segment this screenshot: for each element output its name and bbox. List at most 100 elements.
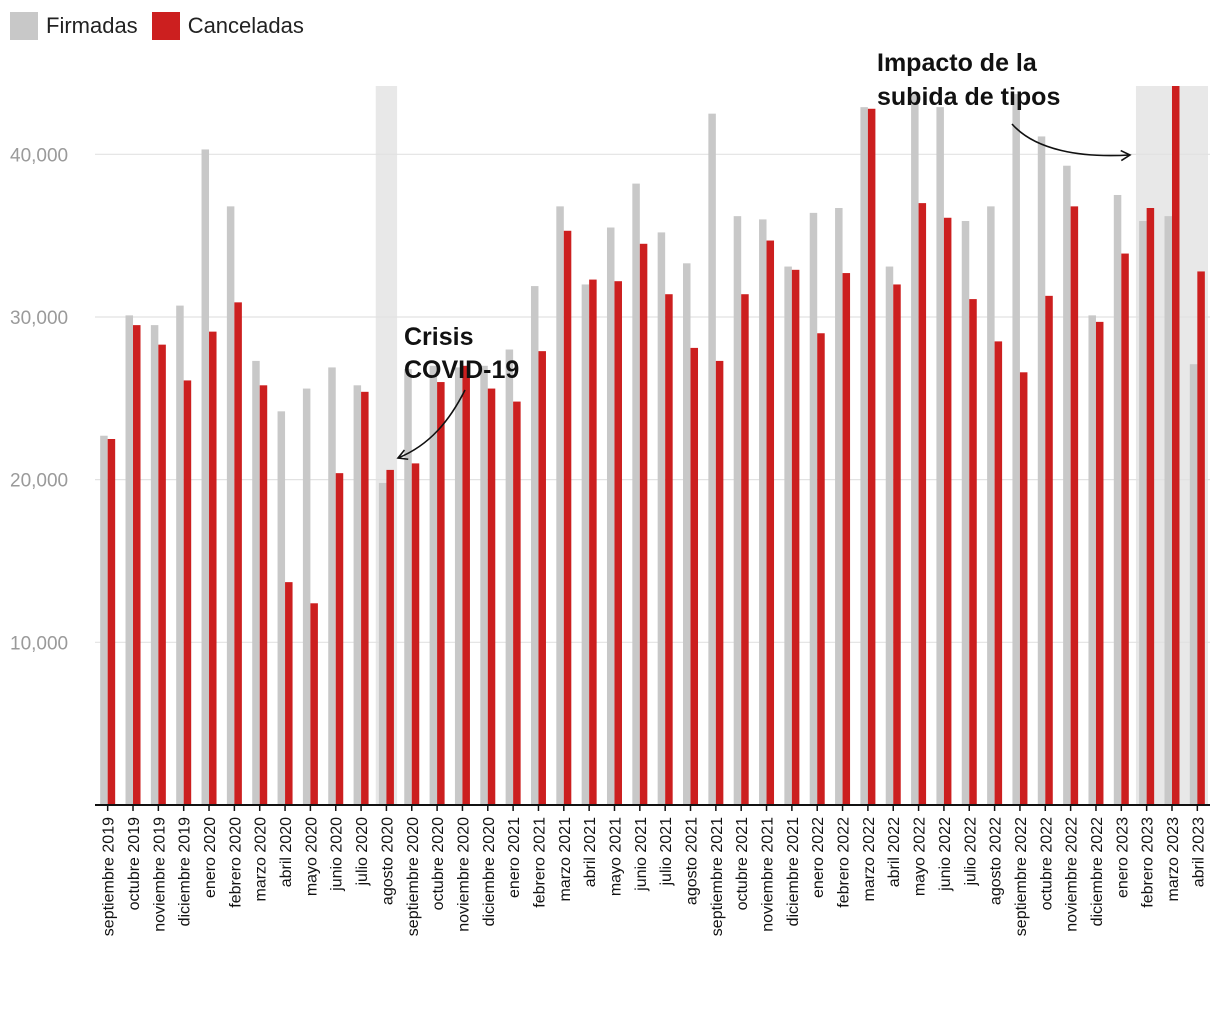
bar-firmadas-octubre-2020: [429, 365, 438, 805]
bar-firmadas-mayo-2022: [911, 94, 919, 805]
x-tick-label-octubre-2022: octubre 2022: [1038, 817, 1055, 911]
annotation-covid-line-1: Crisis: [404, 323, 473, 351]
bar-canceladas-julio-2022: [969, 299, 977, 805]
x-tick-label-diciembre-2021: diciembre 2021: [785, 817, 802, 927]
bar-canceladas-agosto-2020: [386, 469, 394, 805]
bar-firmadas-julio-2021: [657, 232, 666, 805]
bar-canceladas-diciembre-2019: [183, 380, 192, 805]
y-tick-label-20000: 20,000: [10, 471, 68, 492]
bar-canceladas-diciembre-2022: [1095, 321, 1104, 805]
x-tick-label-septiembre-2019: septiembre 2019: [101, 817, 118, 936]
bar-canceladas-febrero-2021: [538, 351, 546, 805]
bar-canceladas-marzo-2021: [563, 230, 572, 806]
bar-firmadas-marzo-2020: [252, 360, 260, 805]
annotation-covid-arrow: [396, 389, 466, 461]
bars: [100, 86, 1205, 806]
bar-firmadas-febrero-2023: [1139, 221, 1147, 805]
bar-firmadas-noviembre-2021: [759, 219, 767, 805]
bar-firmadas-julio-2020: [353, 385, 362, 805]
bar-canceladas-junio-2020: [335, 473, 344, 805]
x-tick-label-diciembre-2022: diciembre 2022: [1089, 817, 1106, 927]
x-tick-label-febrero-2022: febrero 2022: [836, 817, 853, 908]
bar-firmadas-enero-2022: [809, 212, 818, 806]
x-tick-label-octubre-2019: octubre 2019: [126, 817, 143, 911]
x-tick-label-febrero-2023: febrero 2023: [1140, 817, 1157, 908]
bar-firmadas-abril-2021: [581, 284, 590, 805]
x-tick-label-julio-2022: julio 2022: [962, 817, 979, 887]
legend-label-firmadas: Firmadas: [46, 13, 138, 38]
bar-firmadas-agosto-2021: [683, 263, 691, 806]
x-tick-label-septiembre-2021: septiembre 2021: [709, 817, 726, 936]
x-tick-label-marzo-2022: marzo 2022: [861, 817, 878, 902]
bar-canceladas-febrero-2023: [1146, 208, 1155, 805]
bar-canceladas-febrero-2020: [234, 302, 242, 805]
x-tick-label-mayo-2021: mayo 2021: [607, 817, 624, 896]
x-tick-label-abril-2021: abril 2021: [582, 817, 599, 887]
bar-canceladas-enero-2022: [817, 333, 825, 805]
bar-firmadas-septiembre-2022: [1012, 94, 1020, 805]
x-tick-label-diciembre-2019: diciembre 2019: [177, 817, 194, 927]
x-tick-label-agosto-2022: agosto 2022: [988, 817, 1005, 905]
x-tick-label-mayo-2022: mayo 2022: [912, 817, 929, 896]
bar-firmadas-marzo-2022: [860, 107, 868, 806]
x-tick-label-junio-2020: junio 2020: [329, 817, 346, 892]
x-tick-label-enero-2021: enero 2021: [506, 817, 523, 898]
bar-firmadas-septiembre-2020: [404, 369, 412, 805]
bar-canceladas-octubre-2020: [437, 382, 445, 805]
bar-firmadas-agosto-2020: [378, 482, 387, 805]
x-tick-label-mayo-2020: mayo 2020: [303, 817, 320, 896]
bar-canceladas-junio-2022: [943, 217, 952, 805]
bar-canceladas-abril-2023: [1197, 271, 1205, 805]
x-tick-label-abril-2020: abril 2020: [278, 817, 295, 887]
bar-canceladas-mayo-2020: [310, 603, 318, 805]
bar-canceladas-noviembre-2019: [158, 344, 166, 805]
bar-canceladas-octubre-2019: [133, 325, 141, 805]
x-tick-label-enero-2020: enero 2020: [202, 817, 219, 898]
y-tick-label-30000: 30,000: [10, 308, 68, 329]
bar-canceladas-septiembre-2020: [411, 463, 420, 805]
bar-firmadas-abril-2022: [885, 266, 894, 805]
x-tick-label-noviembre-2019: noviembre 2019: [151, 817, 168, 932]
bar-firmadas-octubre-2021: [733, 216, 742, 805]
bar-canceladas-noviembre-2021: [766, 240, 775, 805]
bar-canceladas-julio-2021: [665, 294, 673, 805]
bar-firmadas-junio-2022: [936, 107, 944, 806]
bar-firmadas-septiembre-2021: [708, 113, 716, 805]
legend-label-canceladas: Canceladas: [187, 13, 304, 38]
bar-canceladas-abril-2022: [893, 284, 901, 805]
bar-firmadas-diciembre-2020: [480, 365, 488, 805]
bar-canceladas-marzo-2020: [259, 385, 268, 805]
bar-canceladas-enero-2021: [513, 401, 521, 805]
bar-firmadas-noviembre-2019: [150, 325, 159, 805]
x-tick-label-febrero-2021: febrero 2021: [531, 817, 548, 908]
annotations: Crisis COVID-19 Impacto de la subida de …: [396, 49, 1132, 461]
bar-canceladas-noviembre-2020: [462, 365, 470, 805]
annotation-covid-line-2: COVID-19: [404, 356, 519, 384]
x-tick-label-marzo-2023: marzo 2023: [1165, 817, 1182, 902]
x-tick-label-marzo-2021: marzo 2021: [557, 817, 574, 902]
annotation-rates-line-2: subida de tipos: [877, 83, 1060, 111]
bar-firmadas-diciembre-2019: [176, 305, 184, 805]
legend-swatch-firmadas: [10, 12, 38, 40]
x-tick-label-septiembre-2022: septiembre 2022: [1013, 817, 1030, 936]
bar-canceladas-abril-2020: [285, 582, 293, 805]
bar-canceladas-septiembre-2021: [715, 360, 724, 805]
bar-firmadas-abril-2023: [1189, 364, 1198, 805]
bar-firmadas-noviembre-2020: [454, 367, 463, 805]
bar-canceladas-julio-2020: [361, 391, 369, 805]
bar-canceladas-junio-2021: [639, 243, 648, 805]
bar-firmadas-noviembre-2022: [1063, 165, 1071, 806]
x-tick-label-marzo-2020: marzo 2020: [253, 817, 270, 902]
annotation-rates: Impacto de la subida de tipos: [877, 49, 1060, 111]
bar-firmadas-marzo-2021: [556, 206, 564, 806]
legend-item-firmadas[interactable]: Firmadas: [10, 12, 138, 40]
bar-firmadas-agosto-2022: [987, 206, 995, 806]
legend-item-canceladas[interactable]: Canceladas: [151, 12, 304, 40]
bar-firmadas-junio-2021: [632, 183, 640, 805]
bar-canceladas-diciembre-2021: [791, 269, 800, 805]
bar-firmadas-enero-2023: [1113, 194, 1122, 805]
x-tick-label-agosto-2021: agosto 2021: [684, 817, 701, 905]
bar-firmadas-febrero-2020: [226, 206, 235, 806]
bar-firmadas-octubre-2019: [125, 315, 134, 805]
